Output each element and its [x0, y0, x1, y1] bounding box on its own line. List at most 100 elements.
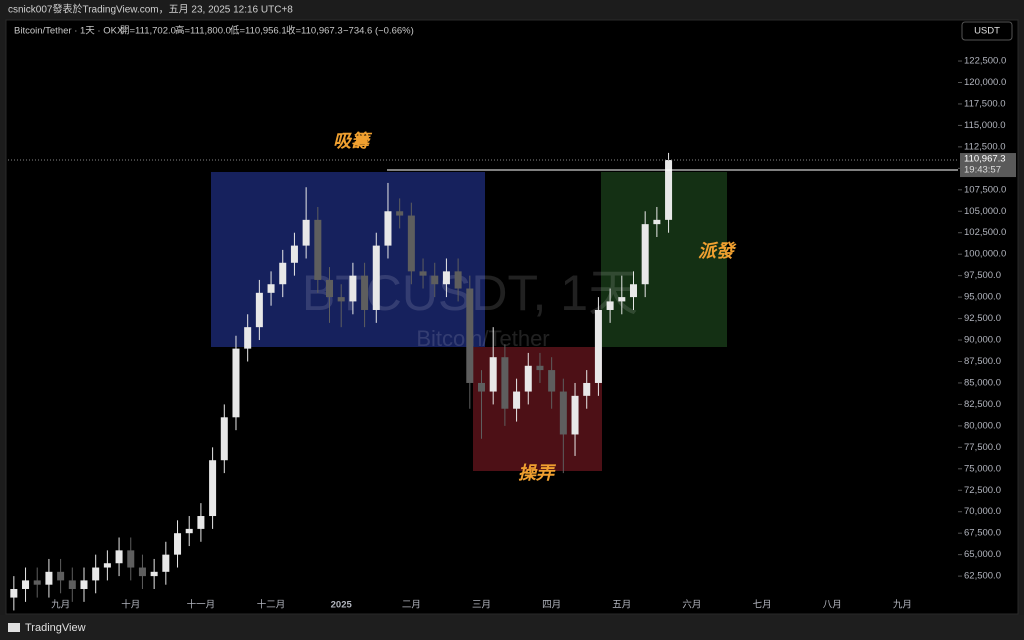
y-tick-label: 120,000.0 — [964, 77, 1006, 88]
brand: TradingView — [25, 622, 86, 634]
candle-body — [466, 288, 474, 383]
y-tick-label: 77,500.0 — [964, 442, 1001, 453]
candle-body — [255, 292, 263, 328]
candle-body — [349, 275, 357, 302]
candle-body — [641, 224, 649, 285]
candle-body — [559, 391, 567, 435]
candle-body — [174, 533, 182, 555]
y-tick-label: 100,000.0 — [964, 249, 1006, 260]
candle-body — [454, 271, 462, 289]
publish-note: csnick007發表於TradingView.com，五月 23, 2025 … — [8, 3, 293, 16]
candle-body — [267, 284, 275, 293]
plot: 62,500.0 65,000.0 67,500.0 70,000.0 72,500.0… — [8, 56, 1016, 611]
x-tick-label: 九月 — [51, 599, 70, 611]
candle-body — [337, 297, 345, 302]
countdown: 19:43:57 — [964, 165, 1001, 176]
candle-body — [407, 215, 415, 272]
brand-logo — [8, 623, 20, 632]
candle-body — [501, 357, 509, 409]
y-tick-label: 97,500.0 — [964, 270, 1001, 281]
x-tick-label: 2025 — [331, 600, 353, 611]
y-tick-label: 65,000.0 — [964, 549, 1001, 560]
candle-body — [372, 245, 380, 310]
candle-body — [477, 382, 486, 392]
candle-body — [431, 275, 439, 285]
y-tick-label: 107,500.0 — [964, 184, 1006, 195]
candle-body — [92, 567, 100, 581]
candle-body — [419, 271, 427, 276]
y-tick-label: 87,500.0 — [964, 356, 1001, 367]
candle-body — [536, 365, 544, 371]
candle-body — [103, 563, 111, 568]
ohlc-high: 高=111,800.0 — [175, 25, 231, 37]
candle-body — [22, 580, 30, 589]
last-price-tag — [960, 153, 1016, 178]
y-tick-label: 82,500.0 — [964, 399, 1001, 410]
candle-body — [583, 382, 591, 396]
candle-body — [162, 554, 170, 572]
distribution-zone — [601, 172, 727, 347]
candle-body — [396, 211, 404, 216]
candle-body — [489, 357, 497, 392]
y-tick-label: 67,500.0 — [964, 528, 1001, 539]
y-tick-label: 122,500.0 — [964, 56, 1006, 67]
candle-body — [33, 580, 41, 585]
candle-body — [594, 309, 602, 383]
candle-body — [115, 550, 123, 564]
candle-body — [618, 297, 626, 302]
candle-body — [290, 245, 298, 263]
candle-body — [513, 391, 521, 409]
y-tick-label: 90,000.0 — [964, 335, 1001, 346]
x-tick-label: 二月 — [402, 600, 421, 611]
x-tick-label: 十二月 — [257, 599, 286, 611]
y-tick-label: 112,500.0 — [964, 141, 1006, 152]
candle-body — [232, 348, 240, 418]
y-tick-label: 70,000.0 — [964, 506, 1001, 517]
y-tick-label: 115,000.0 — [964, 120, 1006, 131]
annotation: 吸籌 — [333, 131, 373, 151]
footer — [0, 615, 1024, 640]
ohlc-low: 低=110,956.1 — [230, 25, 287, 37]
y-tick-label: 92,500.0 — [964, 313, 1001, 324]
candle-body — [57, 571, 65, 581]
x-tick-label: 十一月 — [187, 599, 216, 611]
candle-body — [209, 460, 217, 517]
x-tick-label: 六月 — [682, 599, 701, 611]
x-tick-label: 四月 — [542, 600, 561, 611]
y-tick-label: 117,500.0 — [964, 98, 1006, 109]
x-tick-label: 九月 — [893, 599, 912, 611]
candle-body — [68, 580, 76, 589]
candle-body — [314, 219, 322, 280]
candle-body — [10, 588, 18, 598]
candle-body — [606, 301, 614, 310]
last-price-label: 110,967.3 — [964, 154, 1006, 165]
candle-body — [653, 219, 661, 225]
candle-body — [279, 262, 287, 285]
ohlc-change: −734.6 (−0.66%) — [343, 26, 414, 37]
x-tick-label: 五月 — [612, 600, 631, 611]
y-tick-label: 85,000.0 — [964, 377, 1001, 388]
x-tick-label: 七月 — [753, 600, 772, 611]
currency-button[interactable] — [961, 21, 1013, 41]
candle-body — [665, 160, 673, 220]
y-tick-label: 62,500.0 — [964, 571, 1001, 582]
symbol[interactable]: Bitcoin/Tether · 1天 · OKX — [14, 26, 124, 37]
candle-body — [361, 275, 369, 310]
watermark-sub: Bitcoin/Tether — [416, 326, 549, 351]
candle-body — [244, 327, 252, 349]
y-tick-label: 95,000.0 — [964, 292, 1001, 303]
candle-body — [571, 395, 579, 435]
candle-body — [138, 567, 146, 577]
candle-body — [302, 219, 310, 246]
candle-body — [197, 516, 205, 529]
candle-body — [80, 580, 88, 589]
currency-label[interactable]: USDT — [974, 26, 1000, 37]
candle-body — [442, 271, 450, 285]
candle-body — [548, 370, 556, 392]
x-tick-label: 十月 — [121, 599, 140, 611]
candle-body — [185, 528, 193, 534]
candle-body — [524, 365, 532, 392]
candle-body — [45, 571, 53, 585]
